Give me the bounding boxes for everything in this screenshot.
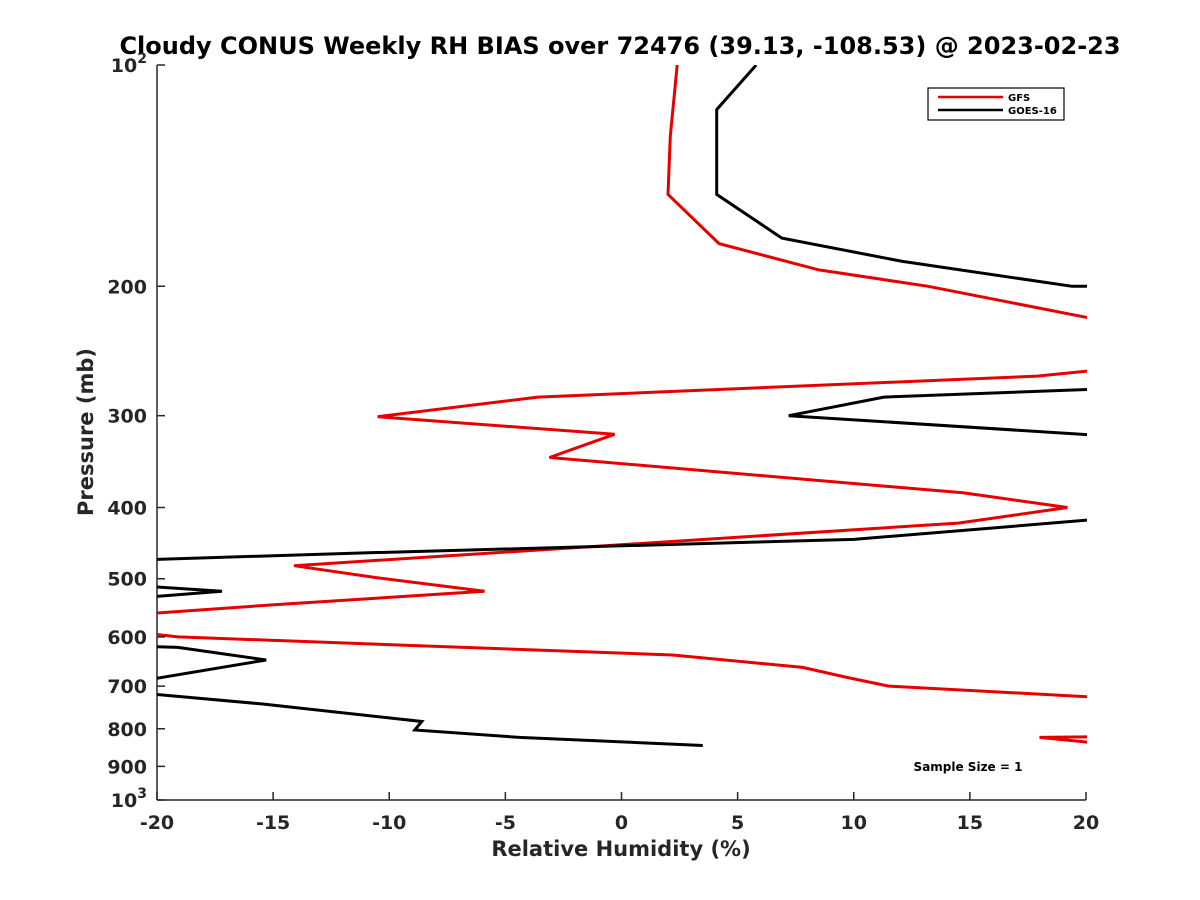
sample-size-annotation: Sample Size = 1	[914, 760, 1023, 774]
legend-label-gfs: GFS	[1008, 93, 1030, 104]
x-tick-label: -10	[372, 812, 406, 834]
chart-title: Cloudy CONUS Weekly RH BIAS over 72476 (…	[119, 32, 1120, 60]
series-line-gfs	[157, 65, 1087, 744]
legend: GFS GOES-16	[927, 87, 1065, 121]
y-tick-label: 500	[107, 569, 147, 591]
y-tick-label: 700	[107, 676, 147, 698]
y-tick-label: 103	[111, 786, 147, 812]
x-tick-label: 0	[615, 812, 628, 834]
y-tick-label: 300	[107, 406, 147, 428]
y-tick-label: 200	[107, 276, 147, 298]
series-line-goes16	[157, 65, 1087, 747]
y-tick-label: 400	[107, 498, 147, 520]
y-axis-label: Pressure (mb)	[74, 348, 98, 516]
x-tick-label: 20	[1073, 812, 1099, 834]
x-axis-label: Relative Humidity (%)	[491, 837, 750, 861]
ticks-layer: -20 -15 -10 -5 0 5 10 15 20 102 200 300 400 500 600 700…	[107, 51, 1099, 834]
x-tick-label: 10	[841, 812, 867, 834]
y-tick-label: 102	[111, 51, 147, 77]
series-layer	[157, 65, 1087, 747]
y-tick-label: 900	[107, 756, 147, 778]
x-tick-label: 5	[731, 812, 744, 834]
x-tick-label: -5	[495, 812, 516, 834]
legend-box	[927, 87, 1065, 121]
x-tick-label: -20	[140, 812, 174, 834]
x-tick-label: -15	[256, 812, 290, 834]
y-tick-label: 600	[107, 627, 147, 649]
y-tick-label: 800	[107, 719, 147, 741]
x-tick-label: 15	[957, 812, 983, 834]
legend-label-goes16: GOES-16	[1008, 106, 1057, 117]
